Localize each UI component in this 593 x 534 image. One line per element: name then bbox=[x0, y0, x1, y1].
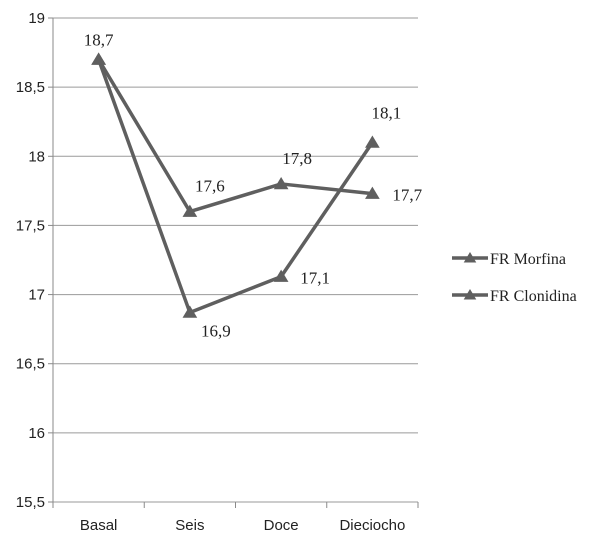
y-tick-label: 17,5 bbox=[16, 217, 45, 234]
x-tick-label: Basal bbox=[80, 517, 118, 534]
data-point-marker bbox=[365, 135, 380, 148]
data-point-marker bbox=[91, 52, 106, 65]
legend-label: FR Morfina bbox=[490, 251, 566, 268]
x-tick-label: Dieciocho bbox=[339, 517, 405, 534]
y-tick-label: 16,5 bbox=[16, 356, 45, 373]
y-tick-label: 18,5 bbox=[16, 79, 45, 96]
data-label: 17,7 bbox=[392, 186, 422, 205]
y-tick-label: 16 bbox=[28, 425, 45, 442]
x-axis-ticks: Basal Seis Doce Dieciocho bbox=[52, 502, 419, 534]
y-tick-label: 18 bbox=[28, 148, 45, 165]
data-point-marker bbox=[182, 305, 198, 318]
data-point-marker bbox=[182, 204, 198, 217]
series-line-1 bbox=[96, 58, 374, 315]
data-label: 17,8 bbox=[282, 149, 312, 168]
x-tick-label: Doce bbox=[264, 517, 299, 534]
legend: FR Morfina FR Clonidina bbox=[452, 251, 577, 305]
x-tick-label: Seis bbox=[175, 517, 204, 534]
data-label: 16,9 bbox=[201, 322, 231, 341]
data-label: 17,6 bbox=[195, 177, 225, 196]
data-point-marker bbox=[365, 186, 380, 199]
gridlines bbox=[53, 17, 418, 503]
y-tick-label: 17 bbox=[28, 287, 45, 304]
legend-swatch-marker bbox=[463, 252, 477, 263]
series-group bbox=[91, 52, 380, 318]
data-label: 17,1 bbox=[300, 269, 330, 288]
y-tick-label: 15,5 bbox=[16, 494, 45, 511]
data-labels: 18,7 17,6 17,8 17,7 16,9 17,1 18,1 bbox=[84, 30, 423, 340]
y-axis-ticks: 15,5 16 16,5 17 17,5 18 18,5 19 bbox=[16, 10, 53, 511]
legend-label: FR Clonidina bbox=[490, 288, 577, 305]
data-point-marker bbox=[273, 176, 289, 190]
series-line-0 bbox=[97, 58, 373, 214]
y-tick-label: 19 bbox=[28, 10, 45, 27]
data-label: 18,7 bbox=[84, 30, 114, 49]
data-label: 18,1 bbox=[372, 103, 402, 122]
legend-swatch-marker bbox=[463, 289, 477, 300]
data-point-marker bbox=[273, 269, 289, 282]
